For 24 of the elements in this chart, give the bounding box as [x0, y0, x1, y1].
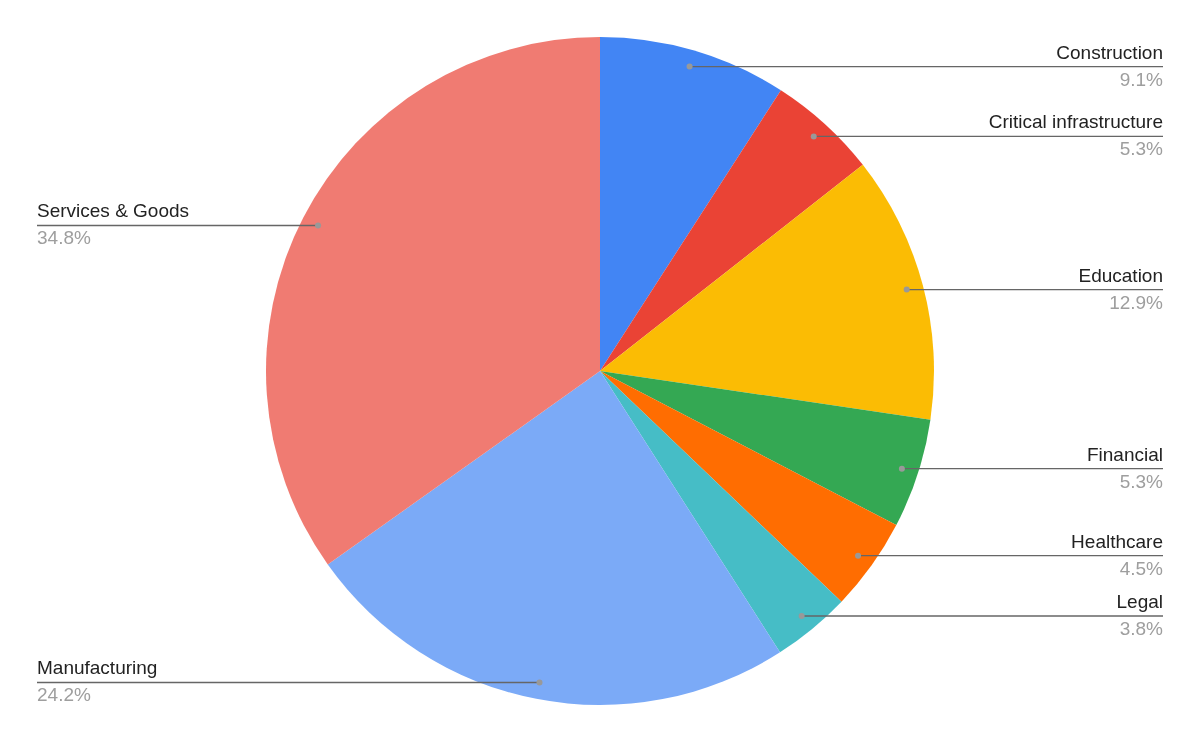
data-label: 9.1% — [1119, 68, 1164, 90]
slice-label: Manufacturing — [37, 657, 158, 679]
slice-label: Construction — [1056, 41, 1163, 63]
pie-slice — [266, 37, 600, 565]
data-label: 3.8% — [1119, 617, 1164, 639]
data-label: 4.5% — [1119, 557, 1164, 579]
data-label: 34.8% — [37, 227, 91, 249]
pie-slice — [600, 37, 781, 371]
data-label: 24.2% — [37, 684, 91, 706]
slice-label: Critical infrastructure — [988, 111, 1163, 133]
pie-slice — [327, 371, 781, 705]
slice-label: Healthcare — [1071, 530, 1163, 552]
slice-label: Legal — [1116, 590, 1163, 612]
pie-slice — [600, 371, 931, 526]
data-label: 5.3% — [1119, 138, 1164, 160]
slice-label: Financial — [1086, 443, 1163, 465]
slice-label: Education — [1078, 264, 1163, 286]
data-label: 12.9% — [1109, 291, 1164, 313]
pie-slice — [600, 164, 934, 420]
slice-label: Services & Goods — [37, 200, 190, 222]
pie-slice — [600, 90, 863, 371]
data-label: 5.3% — [1119, 470, 1164, 492]
pie-slice — [600, 371, 842, 653]
pie-slice — [600, 371, 897, 602]
